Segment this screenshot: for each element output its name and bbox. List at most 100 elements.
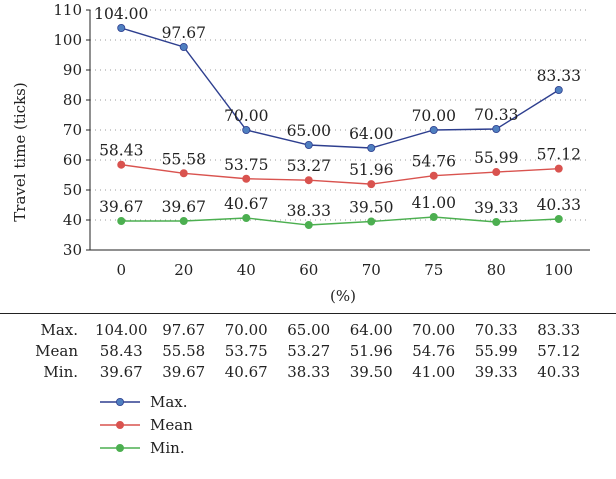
x-tick-label: 70 (362, 261, 381, 279)
data-point-min (304, 221, 313, 230)
data-point-mean (242, 174, 251, 183)
y-tick-label: 70 (63, 121, 82, 139)
table-cell: 38.33 (287, 363, 330, 381)
data-point-mean (367, 180, 376, 189)
data-point-max (429, 126, 438, 135)
series: 104.00 97.67 70.00 65.00 64.00 70.00 70.33 83.3… (94, 5, 581, 230)
data-label-mean: 54.76 (412, 153, 456, 171)
data-point-mean (117, 160, 126, 169)
data-point-min (492, 218, 501, 227)
table-cell: 58.43 (100, 342, 143, 360)
series-line-max (121, 27, 560, 149)
table-cell: 70.00 (412, 321, 455, 339)
data-label-min: 39.67 (162, 198, 206, 216)
data-label-mean: 53.27 (287, 157, 331, 175)
series-min: 39.67 39.67 40.67 38.33 39.50 41.00 39.33 40.33 (99, 194, 581, 230)
y-tick-label: 60 (63, 151, 82, 169)
table-cell: 39.50 (350, 363, 393, 381)
table-cell: 40.67 (225, 363, 268, 381)
table-cell: 64.00 (350, 321, 393, 339)
y-tick-label: 50 (63, 181, 82, 199)
x-tick-labels: 0 20 40 60 70 75 80 100 (116, 261, 573, 279)
table-cell: 51.96 (350, 342, 393, 360)
data-point-max (367, 143, 376, 152)
axes (89, 10, 590, 251)
data-point-min (554, 215, 563, 224)
table-cell: 57.12 (537, 342, 580, 360)
series-line-min (121, 216, 559, 226)
data-point-max (242, 126, 251, 135)
data-label-max: 64.00 (349, 125, 393, 143)
data-label-min: 38.33 (287, 202, 331, 220)
data-label-min: 40.33 (537, 196, 581, 214)
data-point-mean (304, 176, 313, 185)
legend-label: Min. (150, 439, 185, 457)
table-cell: 65.00 (287, 321, 330, 339)
data-label-max: 70.00 (412, 107, 456, 125)
legend-item-min: Min. (100, 439, 185, 457)
data-point-mean (179, 169, 188, 178)
table-cell: 54.76 (412, 342, 455, 360)
data-table: Max. 104.00 97.67 70.00 65.00 64.00 70.00 70.33… (35, 321, 580, 381)
data-label-min: 40.67 (224, 195, 268, 213)
x-tick-label: 80 (487, 261, 506, 279)
data-label-mean: 53.75 (224, 156, 268, 174)
data-label-max: 97.67 (162, 24, 206, 42)
data-label-min: 39.67 (99, 198, 143, 216)
series-max: 104.00 97.67 70.00 65.00 64.00 70.00 70.33 83.3… (94, 5, 581, 152)
x-axis-title: (%) (330, 287, 356, 305)
data-point-mean (554, 164, 563, 173)
table-cell: 83.33 (537, 321, 580, 339)
data-point-max (179, 42, 188, 51)
data-point-mean (429, 171, 438, 180)
legend-label: Max. (150, 393, 188, 411)
table-cell: 53.75 (225, 342, 268, 360)
data-label-max: 104.00 (94, 5, 148, 23)
y-tick-label: 30 (63, 241, 82, 259)
data-label-max: 65.00 (287, 122, 331, 140)
y-axis-title: Travel time (ticks) (11, 82, 29, 221)
data-point-max (304, 140, 313, 149)
y-tick-label: 80 (63, 91, 82, 109)
data-point-min (242, 213, 251, 222)
x-tick-label: 0 (116, 261, 126, 279)
data-label-mean: 57.12 (537, 146, 581, 164)
x-tick-label: 60 (299, 261, 318, 279)
table-cell: 70.00 (225, 321, 268, 339)
legend-label: Mean (150, 416, 193, 434)
data-point-mean (492, 168, 501, 177)
y-tick-labels: 30 40 50 60 70 80 90 100 110 (53, 1, 82, 259)
data-point-max (492, 125, 501, 134)
y-tick-label: 110 (53, 1, 82, 19)
data-label-min: 41.00 (412, 194, 456, 212)
data-label-mean: 58.43 (99, 142, 143, 160)
table-row-label: Max. (40, 321, 78, 339)
table-row-label: Mean (35, 342, 78, 360)
table-cell: 55.58 (162, 342, 205, 360)
x-tick-label: 100 (544, 261, 573, 279)
table-cell: 70.33 (475, 321, 518, 339)
data-label-mean: 55.99 (474, 149, 518, 167)
legend-swatch-marker (116, 420, 125, 429)
data-point-max (117, 23, 126, 32)
series-line-mean (121, 164, 559, 185)
table-cell: 53.27 (287, 342, 330, 360)
data-point-min (179, 216, 188, 225)
series-mean: 58.43 55.58 53.75 53.27 51.96 54.76 55.99 57.12 (99, 142, 581, 189)
data-point-max (554, 86, 563, 95)
table-cell: 104.00 (95, 321, 148, 339)
table-cell: 39.67 (162, 363, 205, 381)
table-cell: 39.67 (100, 363, 143, 381)
x-tick-label: 40 (237, 261, 256, 279)
legend: Max. Mean Min. (100, 393, 193, 457)
data-point-min (429, 212, 438, 221)
data-label-mean: 51.96 (349, 161, 393, 179)
grid-lines (86, 9, 590, 251)
table-cell: 41.00 (412, 363, 455, 381)
data-point-min (367, 217, 376, 226)
legend-item-max: Max. (100, 393, 188, 411)
x-tick-label: 75 (424, 261, 443, 279)
data-label-mean: 55.58 (162, 150, 206, 168)
table-row-label: Min. (43, 363, 78, 381)
